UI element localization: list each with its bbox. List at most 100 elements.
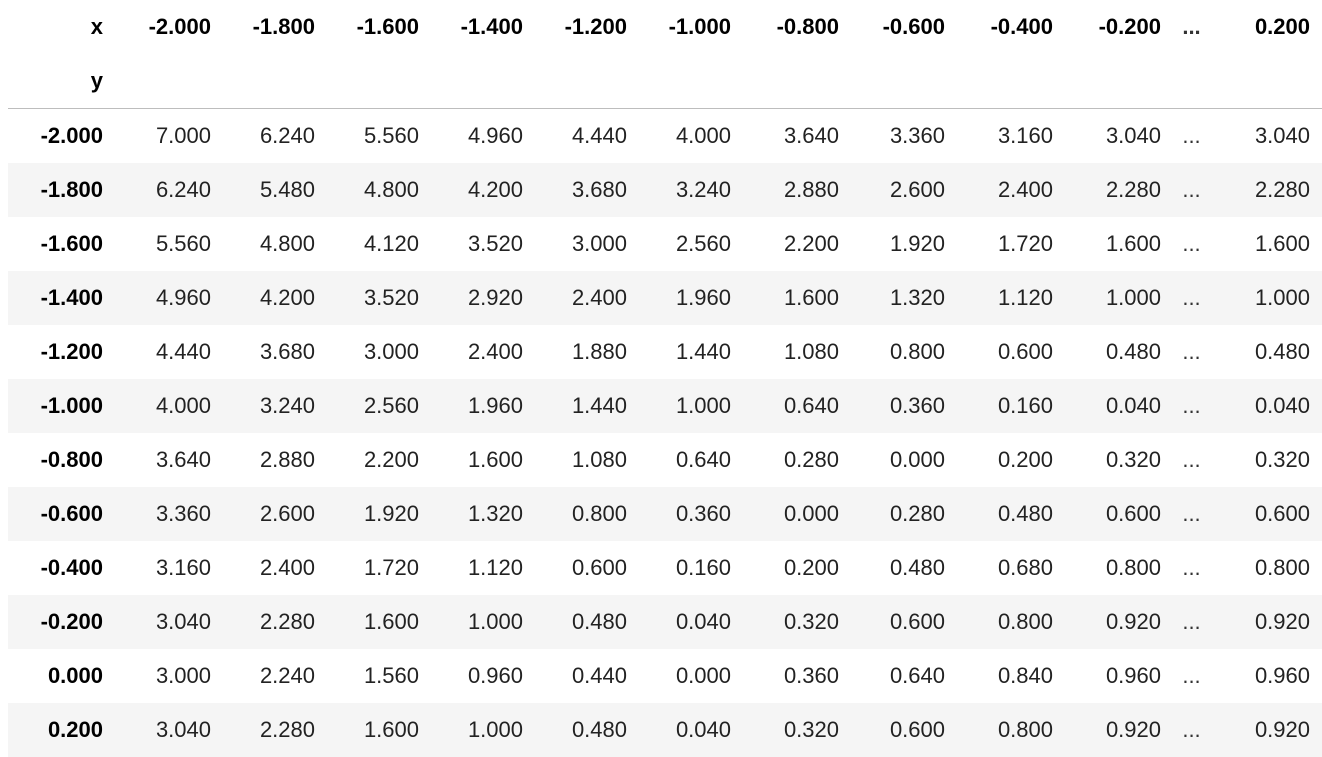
table-cell: 0.320: [783, 716, 839, 742]
table-cell: 1.560: [363, 662, 419, 688]
table-cell: 0.040: [1254, 392, 1310, 418]
table-cell: 1.000: [467, 716, 523, 742]
table-cell: 0.600: [1105, 500, 1161, 526]
table-cell: 0.800: [889, 338, 945, 364]
table-cell: 3.000: [155, 662, 211, 688]
index-name-row-blank: [1210, 54, 1322, 109]
table-cell: 1.600: [467, 446, 523, 472]
index-name-row-blank: [431, 54, 535, 109]
dataframe-table: x -2.000 -1.800 -1.600 -1.400 -1.200 -1.000 -0…: [8, 0, 1322, 757]
table-cell: 0.160: [997, 392, 1053, 418]
table-row: -1.600 5.560 4.800 4.120 3.520 3.000 2.560 2.20…: [8, 216, 1322, 271]
table-cell: 0.320: [1254, 446, 1310, 472]
table-cell: 6.240: [259, 122, 315, 148]
table-cell: 0.480: [571, 716, 627, 742]
table-cell-ellipsis: ...: [1182, 554, 1201, 580]
column-header: -1.800: [252, 14, 315, 39]
table-cell: 1.120: [997, 284, 1053, 310]
column-header: -0.200: [1098, 14, 1161, 39]
table-cell: 0.040: [1105, 392, 1161, 418]
table-cell: 1.600: [363, 716, 419, 742]
table-cell-ellipsis: ...: [1182, 446, 1201, 472]
table-cell: 2.400: [259, 554, 315, 580]
table-cell: 0.040: [675, 716, 731, 742]
table-cell: 0.840: [997, 662, 1053, 688]
column-header: 0.200: [1254, 14, 1310, 39]
table-cell: 0.920: [1254, 716, 1310, 742]
table-cell: 2.240: [259, 662, 315, 688]
table-row: -0.200 3.040 2.280 1.600 1.000 0.480 0.040 0.32…: [8, 594, 1322, 649]
row-index-label: -1.200: [40, 338, 103, 364]
table-row: 0.000 3.000 2.240 1.560 0.960 0.440 0.000 0.360…: [8, 648, 1322, 703]
table-cell: 1.920: [889, 230, 945, 256]
table-cell: 4.200: [467, 176, 523, 202]
table-cell: 0.280: [889, 500, 945, 526]
table-cell: 3.000: [363, 338, 419, 364]
table-cell-ellipsis: ...: [1182, 662, 1201, 688]
table-cell: 2.280: [1105, 176, 1161, 202]
index-name-row: y: [8, 54, 1322, 109]
table-cell: 0.480: [997, 500, 1053, 526]
table-cell: 1.720: [997, 230, 1053, 256]
table-cell: 1.000: [675, 392, 731, 418]
table-cell: 3.000: [571, 230, 627, 256]
table-cell: 0.920: [1105, 608, 1161, 634]
row-index-label: -0.400: [40, 554, 103, 580]
table-cell: 3.160: [155, 554, 211, 580]
column-header-row: x -2.000 -1.800 -1.600 -1.400 -1.200 -1.000 -0…: [8, 0, 1322, 54]
row-index-label: -0.600: [40, 500, 103, 526]
table-cell-ellipsis: ...: [1182, 716, 1201, 742]
table-cell: 0.200: [997, 446, 1053, 472]
table-cell: 4.000: [675, 122, 731, 148]
table-cell: 0.320: [1105, 446, 1161, 472]
table-cell: 0.160: [675, 554, 731, 580]
index-name-row-blank: [851, 54, 957, 109]
table-cell: 0.480: [889, 554, 945, 580]
table-cell: 0.480: [571, 608, 627, 634]
table-cell: 2.280: [259, 608, 315, 634]
row-index-label: 0.000: [47, 662, 103, 688]
table-cell: 0.920: [1254, 608, 1310, 634]
table-cell: 1.440: [571, 392, 627, 418]
index-name-row-blank: [1065, 54, 1173, 109]
table-cell: 3.520: [467, 230, 523, 256]
columns-name-label: x: [90, 14, 103, 39]
table-cell: 4.960: [467, 122, 523, 148]
table-cell: 2.400: [571, 284, 627, 310]
table-cell: 1.960: [467, 392, 523, 418]
table-cell: 0.360: [889, 392, 945, 418]
table-cell: 4.440: [155, 338, 211, 364]
table-cell: 0.320: [783, 608, 839, 634]
column-header: -1.200: [564, 14, 627, 39]
table-cell: 2.560: [675, 230, 731, 256]
index-name-row-blank: [639, 54, 743, 109]
table-cell: 2.200: [783, 230, 839, 256]
table-cell-ellipsis: ...: [1182, 122, 1201, 148]
table-cell: 1.120: [467, 554, 523, 580]
table-cell: 2.560: [363, 392, 419, 418]
index-name-row-blank: [327, 54, 431, 109]
table-cell: 4.000: [155, 392, 211, 418]
table-row: -2.000 7.000 6.240 5.560 4.960 4.440 4.000 3.64…: [8, 108, 1322, 163]
table-cell: 0.360: [783, 662, 839, 688]
table-cell: 0.000: [889, 446, 945, 472]
table-cell: 0.600: [889, 716, 945, 742]
column-header: -2.000: [148, 14, 211, 39]
table-cell: 3.160: [997, 122, 1053, 148]
table-row: -1.000 4.000 3.240 2.560 1.960 1.440 1.000 0.64…: [8, 378, 1322, 433]
table-cell: 4.440: [571, 122, 627, 148]
table-cell: 1.320: [467, 500, 523, 526]
table-cell-ellipsis: ...: [1182, 500, 1201, 526]
table-cell: 0.280: [783, 446, 839, 472]
row-index-label: -2.000: [40, 122, 103, 148]
table-cell-ellipsis: ...: [1182, 608, 1201, 634]
table-cell: 1.920: [363, 500, 419, 526]
column-header: -1.400: [460, 14, 523, 39]
table-cell: 1.440: [675, 338, 731, 364]
table-cell: 0.800: [997, 608, 1053, 634]
table-cell: 0.440: [571, 662, 627, 688]
table-cell: 4.120: [363, 230, 419, 256]
row-index-label: -0.200: [40, 608, 103, 634]
table-cell: 2.920: [467, 284, 523, 310]
table-cell: 1.600: [363, 608, 419, 634]
